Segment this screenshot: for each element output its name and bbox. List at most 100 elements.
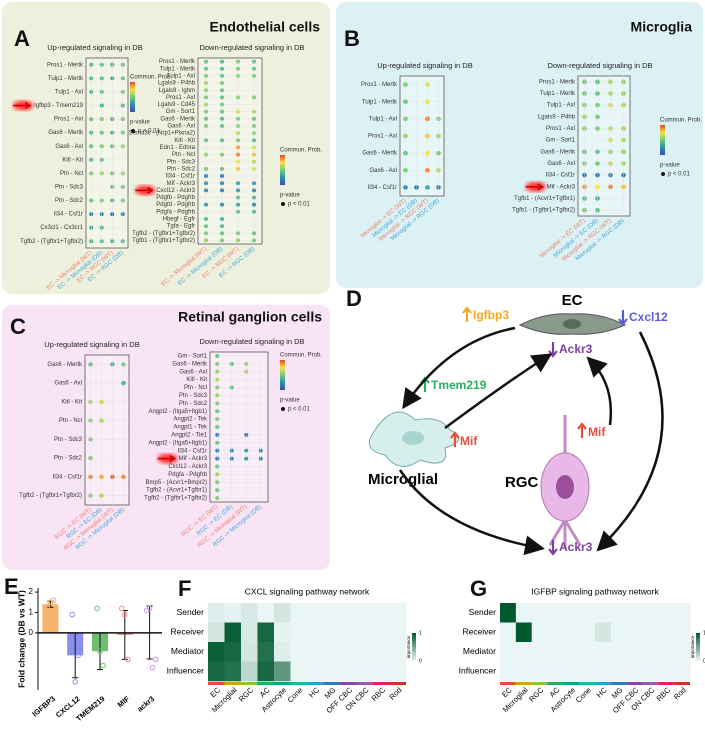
heat-cell (674, 622, 691, 643)
column-strip (595, 682, 611, 685)
panel-title: Microglia (631, 19, 693, 35)
row-label: Influencer (167, 666, 204, 676)
data-point (100, 662, 106, 669)
column-strip (515, 682, 532, 685)
row-label: Ptn - Ncl (60, 171, 83, 177)
row-label: Pdgfd - Pdgfrb (156, 202, 195, 208)
column-strip (579, 682, 595, 685)
heat-cell (563, 661, 580, 682)
cell-label: EC (562, 292, 583, 309)
arrow (398, 469, 545, 556)
column-strip (241, 682, 258, 685)
heat-cell (674, 661, 691, 682)
plot-frame (577, 75, 631, 217)
heat-cell (274, 661, 291, 682)
row-label: Ptn - Sdc2 (54, 456, 83, 462)
row-label: Tgfa - Egfr (167, 224, 195, 230)
heat-cell (257, 603, 275, 623)
column-strip (257, 682, 274, 685)
row-label: Angpt2 - Tek (173, 417, 208, 423)
heat-cell (579, 661, 596, 682)
heat-cell (658, 622, 675, 643)
subplot-title: Down-regulated signaling in DB (547, 61, 652, 70)
row-label: Ptn - Ncl (184, 385, 207, 391)
rgc-axon (548, 415, 582, 548)
row-label: Sema3c - (Nrp1+Plxna2) (129, 131, 195, 137)
row-label: Gas6 - Axl (167, 124, 195, 130)
column-strip (274, 682, 291, 685)
column-label: Rod (387, 685, 403, 701)
bar (42, 604, 59, 633)
panel-letter: A (14, 26, 30, 51)
row-label: Pdgfa - Pdgfrb (156, 209, 195, 215)
data-point (119, 605, 125, 612)
panel-letter: E (4, 574, 19, 599)
heat-cell (515, 661, 532, 682)
heat-cell (642, 622, 659, 643)
heat-cell (579, 603, 596, 623)
heat-cell (658, 603, 675, 623)
arrow (586, 356, 612, 426)
row-label: Kitl - Kit (62, 157, 83, 163)
column-label: RGC (527, 685, 546, 704)
column-strip (373, 682, 390, 685)
row-label: Pros1 - Mertk (159, 59, 196, 65)
row-label: Pdgfb - Pdgfrb (156, 195, 195, 201)
heat-cell (373, 603, 390, 623)
row-label: Mif - Ackr3 (179, 456, 208, 462)
gene-label: Cxcl12 (629, 310, 668, 324)
colorbar (696, 633, 700, 661)
panel-letter: B (344, 26, 360, 51)
panel-b-bg (336, 2, 703, 288)
heat-cell (595, 661, 612, 682)
heat-cell (323, 642, 341, 662)
x-tick-label: MIF (116, 694, 132, 709)
column-strip (356, 682, 373, 685)
plot-frame (197, 57, 263, 245)
heat-cell (389, 622, 407, 643)
heat-cell (563, 622, 580, 643)
heat-cell (356, 642, 374, 662)
row-label: Ptn - Sdc2 (167, 166, 196, 172)
row-label: Ptn - Sdc3 (54, 437, 83, 443)
column-label: RBC (370, 685, 388, 703)
heat-cell (610, 603, 627, 623)
row-label: Ptn - Sdc2 (55, 198, 84, 204)
cell-label: Microglial (368, 471, 438, 488)
row-label: Angpt2 - Tie1 (171, 432, 207, 438)
row-label: Pros1 - Axl (54, 117, 83, 123)
heat-cell (595, 642, 612, 662)
heat-cell (340, 622, 357, 643)
row-label: Gas6 - Axl (369, 168, 397, 174)
nucleus (556, 475, 574, 499)
subplot-title: Down-regulated signaling in DB (199, 43, 304, 52)
row-label: Tgfb2 - (Tgfbr1+Tgfbr2) (144, 496, 207, 502)
heat-cell (340, 661, 357, 682)
column-strip (323, 682, 340, 685)
column-strip (658, 682, 675, 685)
diagram-d: D EC Igfbp3 Cxcl12 Ackr3 Tmem219 Mif Mic… (346, 286, 668, 556)
heat-cell (610, 642, 627, 662)
subplot-title: Down-regulated signaling in DB (199, 337, 304, 346)
legend-label: p < 0.01 (668, 172, 691, 178)
heat-cell (626, 642, 643, 662)
column-label: HC (595, 685, 609, 699)
heat-cell (208, 642, 225, 662)
heat-cell (531, 622, 548, 643)
heat-cell (674, 642, 691, 662)
heat-cell (389, 603, 407, 623)
heat-cell (208, 622, 225, 643)
row-label: Il34 - Csf1r (546, 173, 575, 179)
legend-title: Commun. Prob. (280, 353, 322, 359)
heat-cell (515, 603, 532, 623)
legend-tick: 1 (703, 630, 705, 636)
row-label: Edn1 - Ednra (160, 145, 196, 151)
row-label: Gas6 - Axl (179, 369, 207, 375)
legend-tick: 0 (419, 658, 422, 664)
row-label: Gas6 - Mertk (362, 151, 398, 157)
heat-cell (241, 642, 258, 662)
heat-cell (373, 661, 390, 682)
row-label: Tgfb2 - (Acvr1+Tgfbr1) (146, 488, 207, 494)
heat-cell (658, 661, 675, 682)
down-arrow (548, 540, 558, 556)
